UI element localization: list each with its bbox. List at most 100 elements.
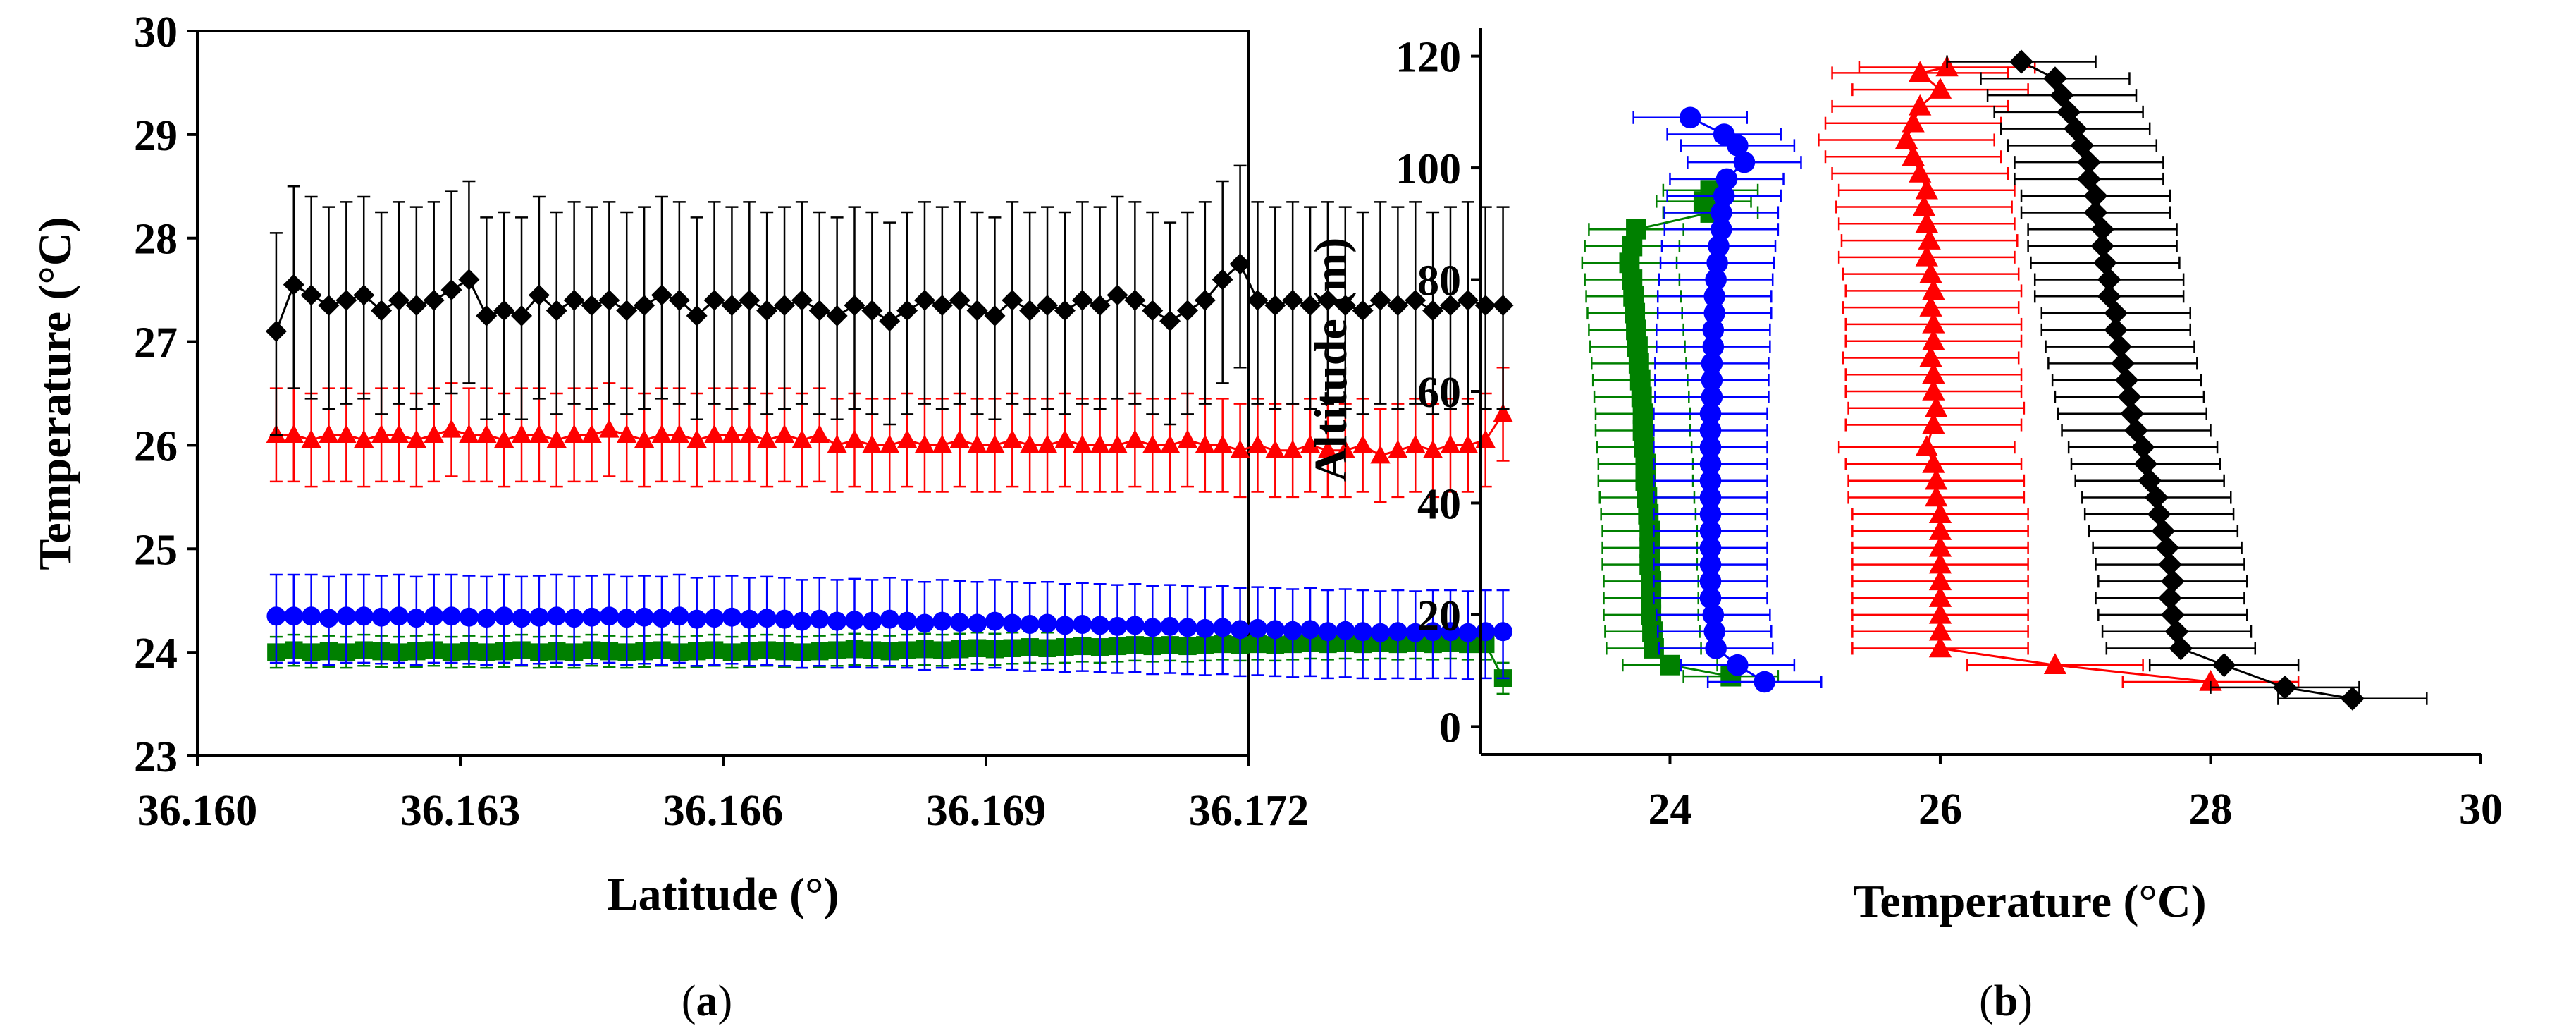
data-point <box>511 305 533 326</box>
data-point <box>1699 453 1722 475</box>
y-tick-label: 80 <box>1417 257 1461 305</box>
y-tick-label: 25 <box>134 526 178 574</box>
data-point <box>616 424 637 443</box>
data-point <box>529 607 549 627</box>
data-point <box>388 289 409 311</box>
data-point <box>511 424 532 443</box>
panel-a-ylabel: Temperature (°C) <box>30 216 81 570</box>
data-point <box>1919 346 1942 367</box>
data-point <box>756 300 778 322</box>
data-point <box>2340 686 2365 711</box>
data-point <box>423 289 445 311</box>
panel-b-label-letter: b <box>1994 977 2018 1025</box>
data-point <box>722 424 742 443</box>
data-point <box>1125 429 1145 448</box>
data-point <box>1195 434 1216 453</box>
data-point <box>2160 602 2185 627</box>
data-point <box>1055 616 1075 635</box>
data-point <box>1699 520 1722 542</box>
data-point <box>1922 452 1945 473</box>
data-point <box>424 606 444 626</box>
data-point <box>265 320 287 342</box>
data-point <box>1925 468 1948 490</box>
data-point <box>1928 602 1952 624</box>
data-point <box>651 424 672 443</box>
x-tick-label: 36.172 <box>1189 787 1309 835</box>
data-point <box>1090 616 1110 635</box>
data-point <box>1894 128 1918 149</box>
data-point <box>2199 670 2222 691</box>
data-point <box>897 611 917 631</box>
data-point <box>476 609 496 628</box>
data-point <box>774 424 795 443</box>
data-point <box>739 289 760 311</box>
data-point <box>389 606 409 626</box>
data-point <box>634 607 654 627</box>
data-point <box>1708 235 1730 257</box>
data-point <box>2104 317 2128 342</box>
data-point <box>1918 228 1941 250</box>
data-point <box>599 419 620 438</box>
data-point <box>1909 161 1932 183</box>
data-point <box>721 295 743 317</box>
data-point <box>844 295 865 317</box>
data-point <box>1679 106 1701 129</box>
data-point <box>440 279 462 301</box>
data-point <box>1922 362 1945 384</box>
data-point <box>1369 289 1391 311</box>
data-point <box>1902 111 1925 133</box>
data-point <box>2090 234 2115 258</box>
data-point <box>1054 429 1076 448</box>
series-diamond <box>265 164 1514 436</box>
series-circle <box>1632 106 1823 693</box>
data-point <box>739 609 759 629</box>
data-point <box>2110 351 2135 376</box>
data-point <box>966 300 988 322</box>
data-point <box>949 289 970 311</box>
data-point <box>1702 604 1725 626</box>
data-point <box>546 429 567 448</box>
y-tick-label: 100 <box>1395 145 1461 193</box>
data-point <box>563 289 585 311</box>
data-point <box>1054 300 1076 322</box>
data-point <box>407 609 426 628</box>
data-point <box>1699 436 1722 458</box>
data-point <box>756 429 777 448</box>
data-point <box>1300 295 1321 317</box>
data-point <box>791 429 813 448</box>
y-tick-label: 60 <box>1417 369 1461 417</box>
data-point <box>913 289 935 311</box>
x-tick-label: 36.160 <box>137 787 258 835</box>
data-point <box>775 609 794 629</box>
data-point <box>494 606 514 626</box>
data-point <box>371 424 392 443</box>
data-point <box>1928 519 1952 540</box>
data-point <box>845 611 864 630</box>
data-point <box>2114 368 2139 393</box>
panel-b-label-close: ) <box>2018 977 2033 1025</box>
panel-a-ticks: 23 24 25 26 27 28 29 30 36.160 36.163 36.166 36.169… <box>134 8 1309 835</box>
data-point <box>1107 284 1128 306</box>
data-point <box>459 424 479 443</box>
data-point <box>318 295 340 317</box>
data-point <box>968 613 987 633</box>
data-point <box>985 611 1004 631</box>
data-point <box>1699 570 1722 592</box>
data-point <box>2169 636 2193 661</box>
data-point <box>616 300 638 322</box>
data-point <box>1002 613 1022 633</box>
data-point <box>2090 217 2115 242</box>
data-point <box>1405 623 1425 642</box>
data-point <box>896 300 918 322</box>
data-point <box>1212 434 1233 453</box>
data-point <box>1701 386 1723 408</box>
panel-a-xlabel: Latitude (°) <box>608 869 839 920</box>
data-point <box>880 609 899 629</box>
data-point <box>1705 637 1727 659</box>
data-point <box>1925 485 1948 507</box>
data-point <box>949 429 970 448</box>
data-point <box>599 606 619 626</box>
data-point <box>2093 250 2117 275</box>
data-point <box>1073 614 1092 634</box>
x-tick-label: 36.163 <box>400 787 521 835</box>
